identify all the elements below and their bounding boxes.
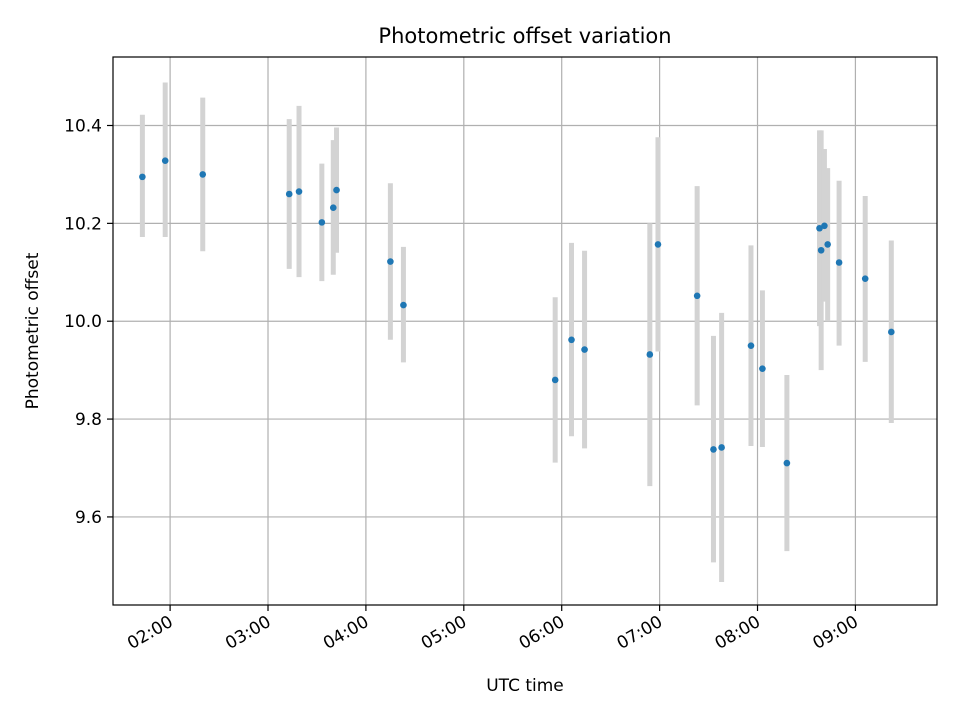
data-point	[817, 246, 825, 254]
data-point	[747, 342, 755, 349]
data-point	[295, 188, 303, 195]
data-point	[835, 259, 843, 266]
data-point	[646, 351, 654, 358]
data-point	[551, 376, 559, 384]
data-point	[139, 173, 146, 181]
data-point	[718, 444, 725, 451]
data-point	[333, 186, 340, 194]
data-points	[139, 157, 895, 467]
data-point	[285, 190, 293, 198]
data-point	[693, 292, 701, 300]
data-point	[161, 157, 169, 165]
data-point	[581, 346, 588, 353]
data-point	[824, 241, 831, 248]
data-point	[400, 301, 407, 309]
data-point	[861, 275, 869, 282]
data-point	[329, 204, 337, 211]
plot-frame	[112, 56, 938, 606]
data-point	[387, 258, 394, 265]
data-point	[318, 219, 326, 226]
data-point	[821, 222, 828, 230]
y-tick-label: 10.4	[64, 117, 102, 137]
data-point	[816, 224, 823, 232]
x-axis-label: UTC time	[486, 676, 564, 696]
chart-title: Photometric offset variation	[378, 24, 671, 48]
data-point	[783, 459, 791, 467]
data-point	[759, 365, 766, 372]
y-tick-label: 10.0	[64, 312, 102, 332]
y-axis-label: Photometric offset	[23, 252, 43, 409]
data-point	[710, 446, 717, 453]
y-tick-label: 9.8	[75, 410, 102, 430]
data-point	[888, 328, 895, 336]
data-point	[568, 336, 575, 344]
y-axis: 9.6 9.8 10.0 10.2 10.4	[64, 117, 113, 528]
y-tick-label: 10.2	[64, 214, 102, 234]
data-point	[199, 171, 207, 178]
data-point	[654, 241, 662, 248]
y-tick-label: 9.6	[75, 508, 102, 528]
